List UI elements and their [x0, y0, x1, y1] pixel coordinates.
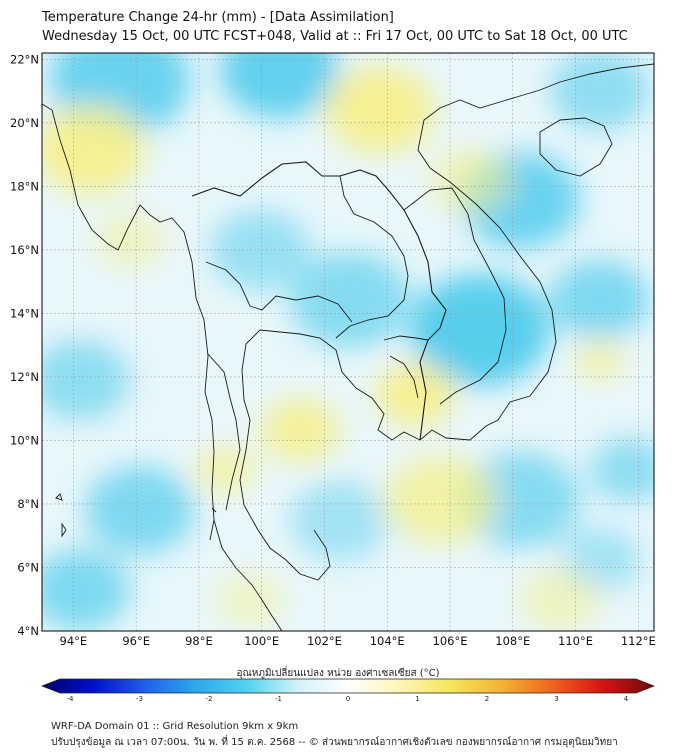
colorbar-label: อุณหภูมิเปลี่ยนแปลง หน่วย องศาเซลเซียส (… — [236, 668, 440, 679]
coastlines — [42, 63, 654, 631]
lat-tick-label: 16°N — [10, 243, 39, 257]
lon-tick-label: 98°E — [185, 634, 213, 648]
field-blob — [325, 66, 435, 154]
lon-tick-label: 104°E — [370, 634, 405, 648]
lat-tick-label: 22°N — [10, 52, 39, 66]
field-blob — [215, 572, 285, 628]
field-blob — [520, 568, 600, 631]
temperature-field — [42, 53, 654, 631]
colorbar-tick-label: 4 — [624, 695, 629, 703]
field-blob — [550, 260, 650, 340]
field-blob — [590, 438, 654, 502]
footer-model-info: WRF-DA Domain 01 :: Grid Resolution 9km … — [51, 721, 299, 732]
field-blob — [375, 363, 455, 427]
field-blob — [220, 53, 340, 118]
lon-tick-label: 108°E — [495, 634, 530, 648]
footer-credit: ปรับปรุงข้อมูล ณ เวลา 07:00น. วัน พ. ที่… — [51, 737, 618, 748]
lat-tick-label: 12°N — [10, 370, 39, 384]
field-blob — [550, 53, 650, 130]
lon-tick-label: 112°E — [621, 634, 656, 648]
colorbar-tick-label: -1 — [275, 695, 282, 703]
colorbar-tick-label: -3 — [136, 695, 143, 703]
longitude-labels: 94°E 96°E 98°E 100°E 102°E 104°E 106°E 108°E 110… — [60, 634, 656, 648]
field-blob — [195, 446, 255, 494]
lat-tick-label: 18°N — [10, 179, 39, 193]
field-blob — [430, 148, 510, 212]
field-blob — [85, 466, 195, 554]
lat-tick-label: 4°N — [17, 624, 39, 638]
map-frame — [41, 52, 655, 632]
field-blob — [290, 252, 410, 348]
lat-tick-label: 20°N — [10, 116, 39, 130]
field-blob — [410, 274, 550, 386]
map-subtitle: Wednesday 15 Oct, 00 UTC FCST+048, Valid… — [42, 29, 628, 44]
field-blob — [385, 456, 495, 544]
lon-tick-label: 100°E — [244, 634, 279, 648]
lon-tick-label: 110°E — [558, 634, 593, 648]
lat-tick-label: 14°N — [10, 306, 39, 320]
lon-tick-label: 94°E — [60, 634, 88, 648]
map-title: Temperature Change 24-hr (mm) - [Data As… — [42, 10, 394, 25]
field-blob — [95, 212, 165, 268]
lat-tick-label: 10°N — [10, 433, 39, 447]
field-blob — [290, 480, 390, 560]
colorbar-tick-label: 1 — [415, 695, 419, 703]
colorbar-tick-label: 3 — [554, 695, 558, 703]
field-blob — [42, 340, 130, 420]
colorbar-tick-label: 0 — [346, 695, 350, 703]
lat-tick-label: 6°N — [17, 560, 39, 574]
field-blob — [42, 550, 130, 630]
lon-tick-label: 106°E — [433, 634, 468, 648]
lon-tick-label: 102°E — [307, 634, 342, 648]
field-blob — [460, 452, 580, 548]
field-blob — [575, 340, 625, 380]
colorbar-tick-label: 2 — [485, 695, 489, 703]
lat-tick-label: 8°N — [17, 497, 39, 511]
colorbar-tick-label: -4 — [67, 695, 75, 703]
field-blob — [42, 106, 145, 194]
colorbar-tick-label: -2 — [206, 695, 213, 703]
field-blob — [260, 398, 340, 462]
lon-tick-label: 96°E — [122, 634, 150, 648]
latitude-labels: 22°N 20°N 18°N 16°N 14°N 12°N 10°N 8°N 6°N 4°N — [10, 52, 39, 638]
colorbar: -4 -3 -2 -1 0 1 2 3 4 — [41, 678, 655, 703]
